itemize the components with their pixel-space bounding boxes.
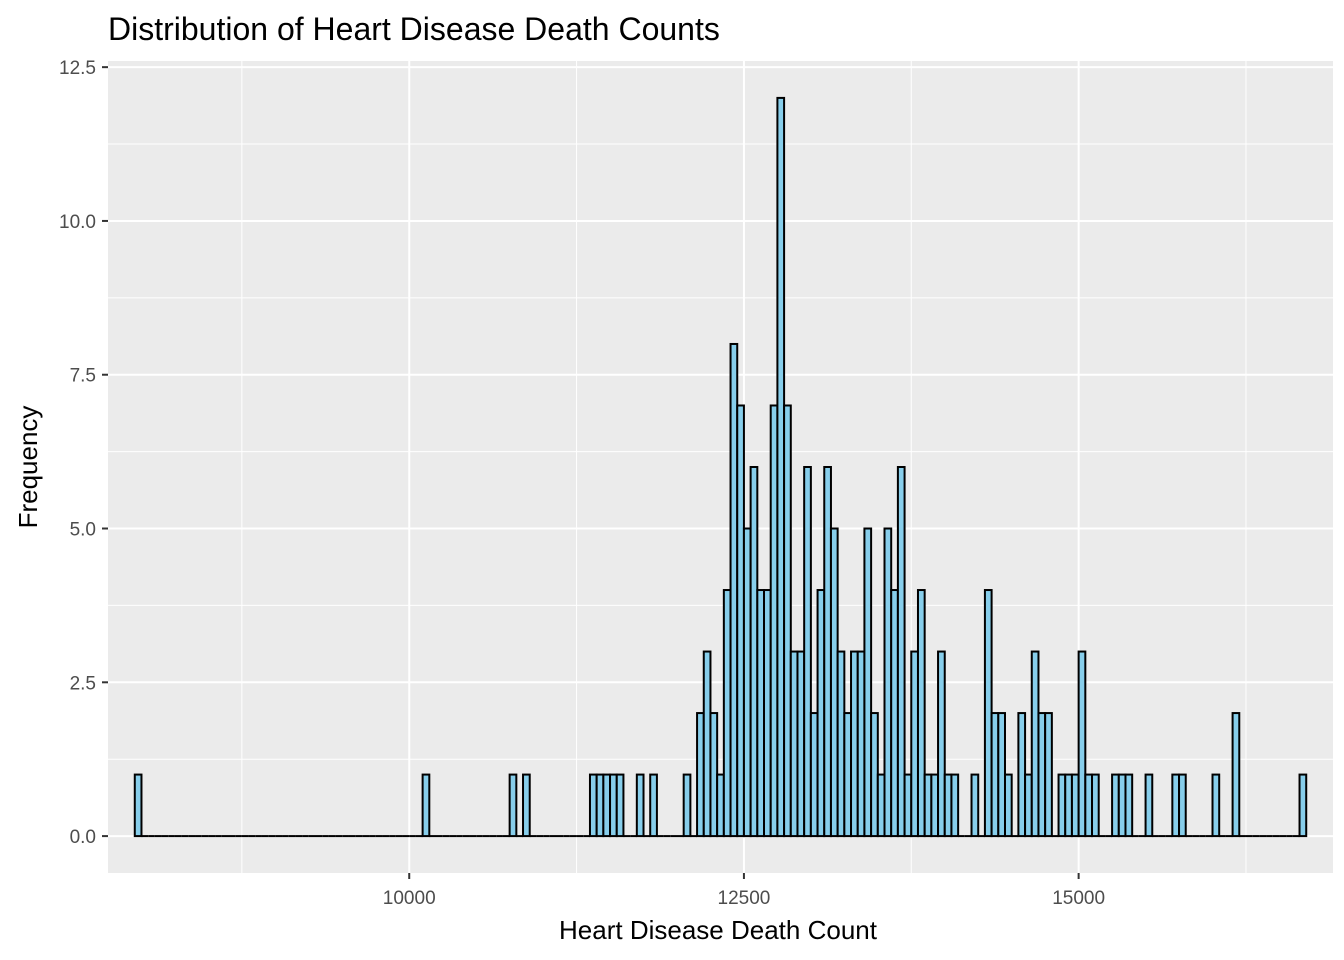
histogram-bar <box>990 712 1000 838</box>
histogram-bar <box>609 773 618 838</box>
histogram-bar <box>736 404 745 838</box>
histogram-bar <box>896 466 906 838</box>
histogram-bar <box>1037 712 1047 838</box>
histogram-bar <box>1030 650 1040 838</box>
histogram-bar <box>749 466 759 838</box>
histogram-bar <box>756 589 766 838</box>
histogram-bar <box>923 773 933 838</box>
histogram-bar <box>1017 712 1027 838</box>
histogram-bar <box>983 589 993 838</box>
histogram-bar <box>1057 773 1067 838</box>
histogram-bars <box>133 96 1308 838</box>
histogram-bar <box>1077 650 1087 838</box>
histogram-bar <box>910 650 919 838</box>
histogram-bar <box>789 650 799 838</box>
histogram-bar <box>769 404 779 838</box>
histogram-bar <box>133 773 143 838</box>
histogram-bar <box>742 527 752 838</box>
histogram-bar <box>615 773 625 838</box>
histogram-bar <box>729 342 739 838</box>
histogram-bar <box>1117 773 1127 838</box>
histogram-bar <box>602 773 612 838</box>
x-axis-title: Heart Disease Death Count <box>559 915 878 945</box>
x-tick-label: 15000 <box>1052 888 1105 909</box>
x-tick-label: 10000 <box>383 888 436 909</box>
histogram-bar <box>809 712 819 838</box>
y-tick-label: 5.0 <box>70 520 96 541</box>
x-tick-label: 12500 <box>718 888 771 909</box>
histogram-bar <box>890 589 899 838</box>
y-axis-title: Frequency <box>13 406 43 529</box>
histogram-bar <box>950 773 960 838</box>
y-tick-label: 0.0 <box>70 827 96 848</box>
histogram-bar <box>1178 773 1187 838</box>
histogram-bar <box>1211 773 1221 838</box>
histogram-bar <box>916 589 926 838</box>
histogram-bar <box>1084 773 1094 838</box>
histogram-bar <box>508 773 518 838</box>
histogram-bar <box>1144 773 1154 838</box>
histogram-bar <box>836 650 846 838</box>
histogram-bar <box>850 650 859 838</box>
histogram-bar <box>682 773 692 838</box>
histogram-bar <box>829 527 839 838</box>
histogram-bar <box>943 773 953 838</box>
y-tick-label: 10.0 <box>59 212 96 233</box>
histogram-bar <box>702 650 712 838</box>
histogram-bar <box>595 773 605 838</box>
histogram-bar <box>930 773 940 838</box>
histogram-bar <box>1044 712 1053 838</box>
histogram-bar <box>863 527 873 838</box>
histogram-bar <box>903 773 913 838</box>
histogram-bar <box>522 773 531 838</box>
chart-title: Distribution of Heart Disease Death Coun… <box>108 11 720 47</box>
histogram-bar <box>1091 773 1100 838</box>
histogram-bar <box>1171 773 1181 838</box>
histogram-bar <box>1124 773 1134 838</box>
histogram-bar <box>709 712 719 838</box>
histogram-bar <box>997 712 1006 838</box>
y-tick-label: 2.5 <box>70 673 96 694</box>
histogram-bar <box>970 773 980 838</box>
histogram-bar <box>1111 773 1120 838</box>
histogram-bar <box>823 466 832 838</box>
histogram-bar <box>776 96 786 838</box>
histogram-bar <box>816 589 826 838</box>
plot-panel <box>108 61 1333 873</box>
histogram-bar <box>783 404 792 838</box>
histogram-bar <box>843 712 853 838</box>
histogram-bar <box>803 466 812 838</box>
histogram-bar <box>716 773 725 838</box>
histogram-bar <box>876 773 886 838</box>
y-tick-label: 12.5 <box>59 58 96 79</box>
histogram-bar <box>722 589 732 838</box>
histogram-bar <box>856 650 866 838</box>
histogram-bar <box>870 712 879 838</box>
histogram-bar <box>696 712 705 838</box>
y-axis-ticks: 0.0 2.5 5.0 7.5 10.0 12.5 <box>59 58 108 848</box>
histogram-bar <box>588 773 598 838</box>
histogram-bar <box>763 589 772 838</box>
histogram-bar <box>883 527 893 838</box>
histogram-bar <box>1064 773 1073 838</box>
histogram-bar <box>1231 712 1241 838</box>
minor-gridlines <box>108 61 1333 873</box>
histogram-bar <box>1003 773 1013 838</box>
histogram-bar <box>796 650 806 838</box>
x-axis-ticks: 10000 12500 15000 <box>383 873 1105 909</box>
histogram-bar <box>635 773 645 838</box>
histogram-bar <box>1070 773 1080 838</box>
histogram-bar <box>1298 773 1308 838</box>
histogram-bar <box>421 773 431 838</box>
y-tick-label: 7.5 <box>70 366 96 387</box>
histogram-bar <box>1024 773 1033 838</box>
histogram-bar <box>937 650 946 838</box>
histogram-bar <box>649 773 658 838</box>
